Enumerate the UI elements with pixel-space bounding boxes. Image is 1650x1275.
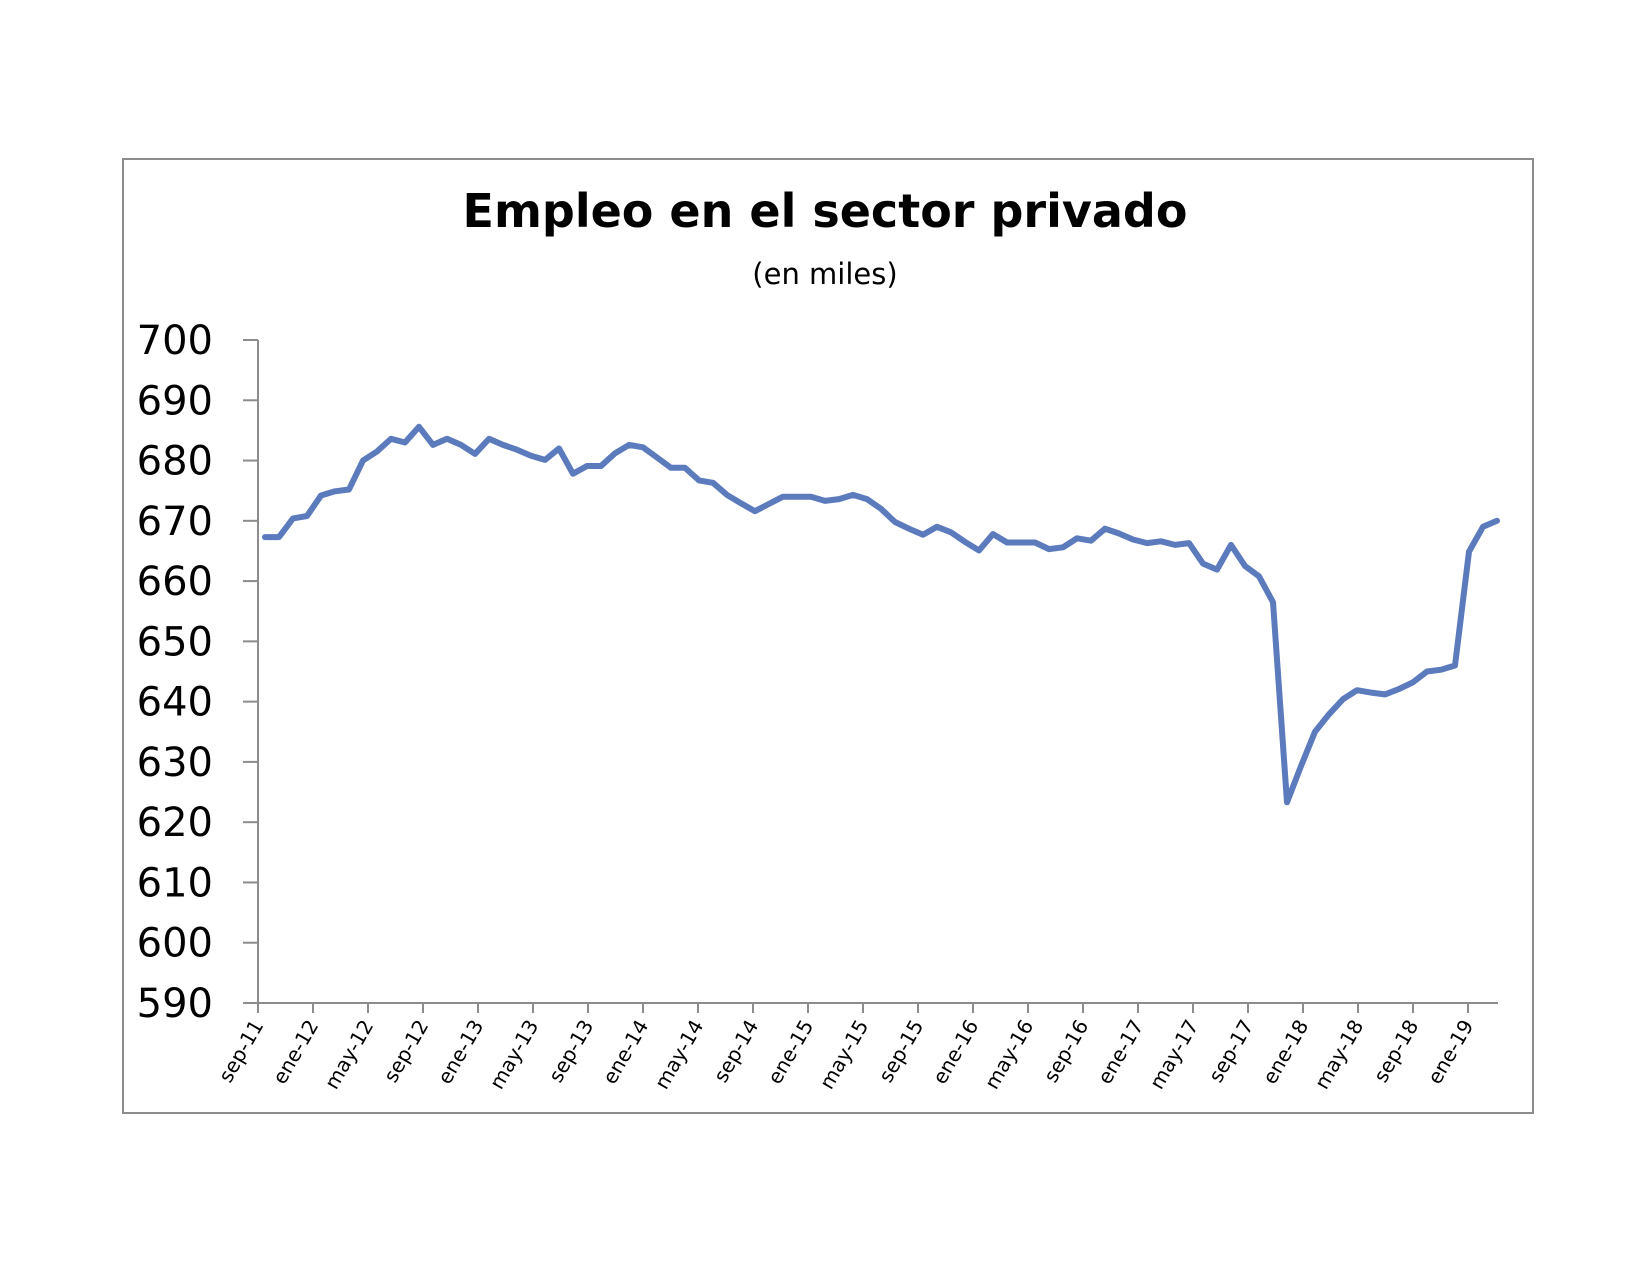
y-tick-label: 690	[137, 378, 213, 424]
y-tick-label: 670	[137, 499, 213, 545]
chart-title: Empleo en el sector privado	[462, 184, 1188, 238]
x-tick-label: sep-17	[1203, 1016, 1258, 1087]
x-tick-label: ene-17	[1093, 1016, 1149, 1089]
y-tick-label: 600	[137, 921, 213, 967]
y-tick-label: 620	[137, 800, 213, 846]
x-tick-label: may-13	[485, 1016, 544, 1094]
x-tick-label: ene-18	[1258, 1016, 1314, 1089]
x-tick-label: ene-13	[433, 1016, 489, 1089]
x-tick-label: sep-18	[1368, 1016, 1423, 1087]
y-tick-label: 680	[137, 439, 213, 485]
chart-subtitle: (en miles)	[752, 257, 898, 291]
y-tick-label: 650	[137, 619, 213, 665]
y-tick-label: 700	[137, 318, 213, 364]
x-tick-label: sep-15	[873, 1016, 928, 1087]
y-tick-label: 630	[137, 740, 213, 786]
x-tick-label: may-18	[1310, 1016, 1369, 1094]
x-tick-label: ene-14	[598, 1016, 654, 1089]
x-tick-label: sep-12	[378, 1016, 433, 1087]
x-tick-label: may-17	[1145, 1016, 1204, 1094]
x-tick-label: may-15	[815, 1016, 874, 1094]
y-tick-label: 610	[137, 860, 213, 906]
x-tick-label: may-12	[320, 1016, 379, 1094]
x-tick-label: may-14	[650, 1016, 709, 1094]
x-tick-label: ene-19	[1423, 1016, 1479, 1089]
x-tick-label: ene-12	[268, 1016, 324, 1089]
x-tick-label: may-16	[980, 1016, 1039, 1094]
x-tick-label: sep-14	[708, 1016, 763, 1087]
x-tick-label: ene-15	[763, 1016, 819, 1089]
x-tick-label: sep-16	[1038, 1016, 1093, 1087]
y-tick-label: 660	[137, 559, 213, 605]
x-tick-label: ene-16	[928, 1016, 984, 1089]
y-tick-label: 640	[137, 680, 213, 726]
x-tick-label: sep-13	[543, 1016, 598, 1087]
series-line	[262, 423, 1500, 806]
x-tick-label: sep-11	[213, 1016, 268, 1087]
y-tick-label: 590	[137, 981, 213, 1027]
chart-area	[122, 158, 1534, 1114]
